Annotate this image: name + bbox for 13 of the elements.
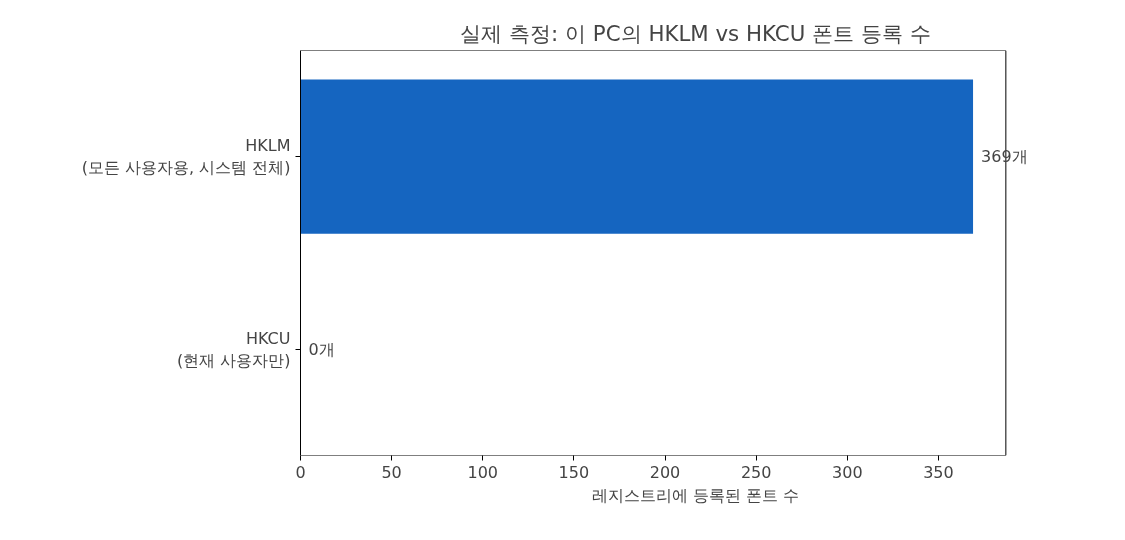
y-tick-label: HKCU (현재 사용자만)	[176, 328, 291, 371]
x-tick-label: 250	[740, 462, 772, 482]
x-axis-title: 레지스트리에 등록된 폰트 수	[591, 485, 800, 505]
x-tick-label: 200	[649, 462, 681, 482]
x-tick-label: 100	[467, 462, 499, 482]
y-tick-label: HKLM (모든 사용자용, 시스템 전체)	[81, 135, 291, 178]
x-tick-label: 50	[381, 462, 402, 482]
x-tick-label: 300	[832, 462, 863, 482]
x-tick-label: 350	[923, 462, 954, 482]
x-tick-label: 0	[295, 462, 306, 482]
data-label: 0개	[308, 339, 335, 359]
chart-title: 실제 측정: 이 PC의 HKLM vs HKCU 폰트 등록 수	[460, 20, 931, 46]
x-tick-label: 150	[558, 462, 590, 482]
